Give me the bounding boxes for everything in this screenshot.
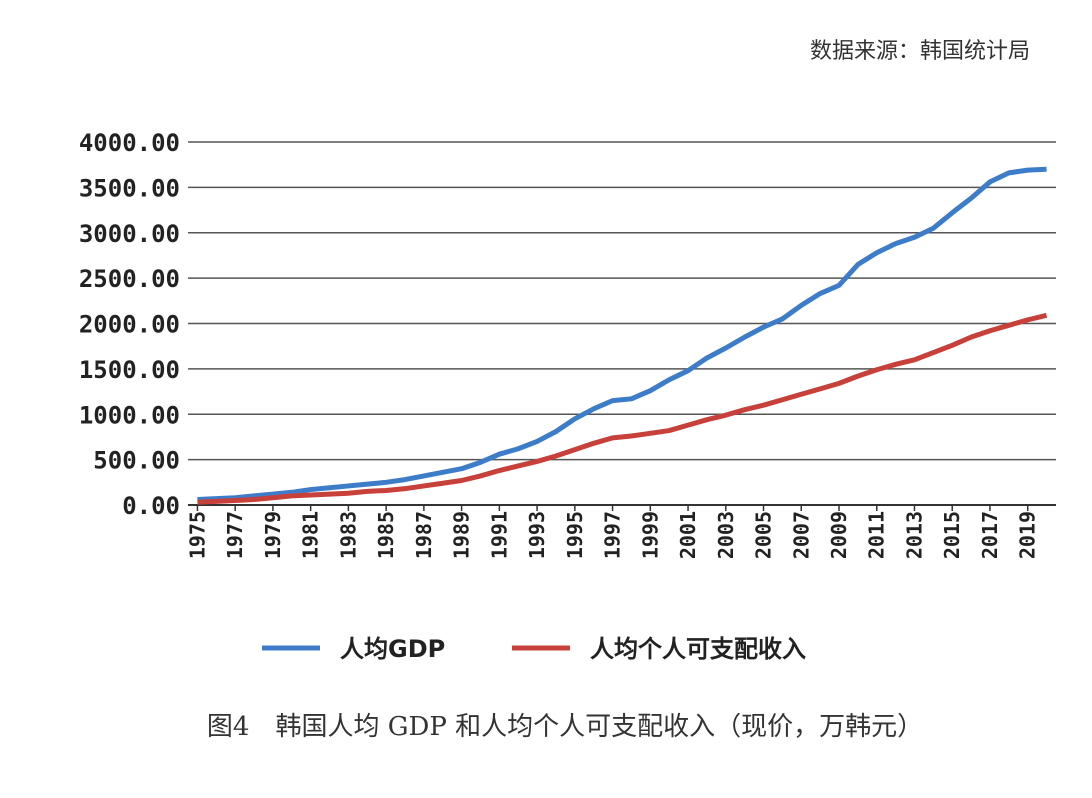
y-tick-label: 3500.00 bbox=[79, 174, 180, 202]
x-tick-label: 1985 bbox=[374, 511, 398, 559]
x-tick-label: 1979 bbox=[261, 511, 285, 559]
series-line bbox=[197, 166, 1047, 503]
x-tick-label: 1981 bbox=[299, 511, 323, 559]
y-tick-label: 4000.00 bbox=[79, 129, 180, 157]
x-tick-label: 2007 bbox=[789, 511, 813, 559]
legend-label: 人均GDP bbox=[340, 635, 445, 663]
y-tick-label: 500.00 bbox=[93, 447, 180, 475]
x-tick-label: 2001 bbox=[676, 511, 700, 559]
x-tick-label: 1991 bbox=[487, 511, 511, 559]
legend-label: 人均个人可支配收入 bbox=[590, 635, 806, 663]
x-tick-label: 2019 bbox=[1016, 511, 1040, 559]
x-tick-label: 1999 bbox=[638, 511, 662, 559]
x-tick-label: 2005 bbox=[752, 511, 776, 559]
x-tick-label: 1997 bbox=[601, 511, 625, 559]
x-tick-label: 2003 bbox=[714, 511, 738, 559]
y-tick-label: 0.00 bbox=[122, 492, 180, 520]
x-tick-label: 1975 bbox=[185, 511, 209, 559]
x-tick-label: 1977 bbox=[223, 511, 247, 559]
x-tick-label: 2017 bbox=[978, 511, 1002, 559]
y-tick-label: 3000.00 bbox=[79, 220, 180, 248]
x-tick-label: 2011 bbox=[865, 511, 889, 559]
y-tick-label: 1500.00 bbox=[79, 356, 180, 384]
x-tick-label: 2013 bbox=[902, 511, 926, 559]
caption: 图4 韩国人均 GDP 和人均个人可支配收入（现价，万韩元） bbox=[207, 712, 923, 742]
x-tick-label: 1987 bbox=[412, 511, 436, 559]
x-tick-label: 1983 bbox=[336, 511, 360, 559]
x-tick-label: 2015 bbox=[940, 511, 964, 559]
x-tick-label: 1989 bbox=[450, 511, 474, 559]
series-line bbox=[197, 312, 1048, 505]
y-tick-label: 1000.00 bbox=[79, 401, 180, 429]
x-tick-label: 1993 bbox=[525, 511, 549, 559]
x-tick-label: 1995 bbox=[563, 511, 587, 559]
x-tick-label: 2009 bbox=[827, 511, 851, 559]
y-tick-label: 2000.00 bbox=[79, 311, 180, 339]
source-note: 数据来源：韩国统计局 bbox=[810, 39, 1030, 64]
y-tick-label: 2500.00 bbox=[79, 265, 180, 293]
